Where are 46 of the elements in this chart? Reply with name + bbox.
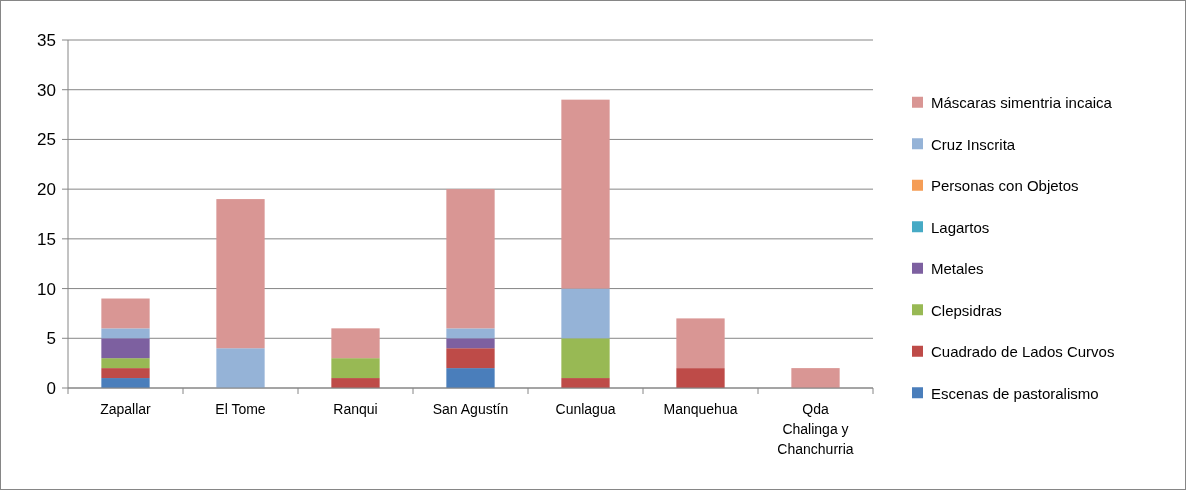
bar xyxy=(676,368,725,388)
bar xyxy=(676,318,725,369)
bar xyxy=(446,338,495,349)
x-tick-label: Cunlagua xyxy=(555,401,616,417)
legend-label: Máscaras simentria incaica xyxy=(931,94,1113,111)
bar xyxy=(101,368,150,379)
legend-label: Personas con Objetos xyxy=(931,177,1079,194)
x-tick-label: Manquehua xyxy=(663,401,738,417)
bar xyxy=(101,328,150,339)
y-tick-label: 10 xyxy=(37,279,56,299)
y-tick-label: 0 xyxy=(46,378,56,398)
y-tick-label: 20 xyxy=(37,180,56,200)
bar xyxy=(446,368,495,388)
x-tick-label: Zapallar xyxy=(100,401,152,417)
bar xyxy=(331,378,380,388)
bar xyxy=(446,328,495,339)
bar xyxy=(561,378,610,388)
bar xyxy=(561,338,610,379)
bar xyxy=(216,348,265,388)
legend-label: Cruz Inscrita xyxy=(931,135,1016,153)
x-tick-label: Qda Chalinga y Chanchurria xyxy=(777,401,854,457)
bar xyxy=(446,348,495,369)
bar xyxy=(791,368,840,388)
legend-label: Cuadrado de Lados Curvos xyxy=(931,343,1115,360)
bar xyxy=(101,338,150,359)
legend-label: Lagartos xyxy=(931,218,990,236)
legend-label: Metales xyxy=(931,260,984,277)
bar xyxy=(561,288,610,339)
y-tick-label: 5 xyxy=(46,329,56,349)
x-tick-label: El Tome xyxy=(215,401,266,417)
bar xyxy=(446,189,495,329)
legend-label: Escenas de pastoralismo xyxy=(931,384,1099,402)
y-tick-label: 25 xyxy=(37,130,56,150)
bar xyxy=(216,199,265,349)
x-tick-label: San Agustín xyxy=(432,401,509,417)
bar xyxy=(331,358,380,379)
bar xyxy=(101,378,150,388)
bar xyxy=(101,358,150,369)
x-tick-label: Ranqui xyxy=(333,401,378,417)
y-tick-label: 35 xyxy=(37,30,56,50)
legend-label: Clepsidras xyxy=(931,301,1002,319)
bar xyxy=(331,328,380,359)
y-tick-label: 15 xyxy=(37,229,56,249)
y-tick-label: 30 xyxy=(37,80,56,100)
bar xyxy=(561,99,610,289)
bar xyxy=(101,298,150,329)
